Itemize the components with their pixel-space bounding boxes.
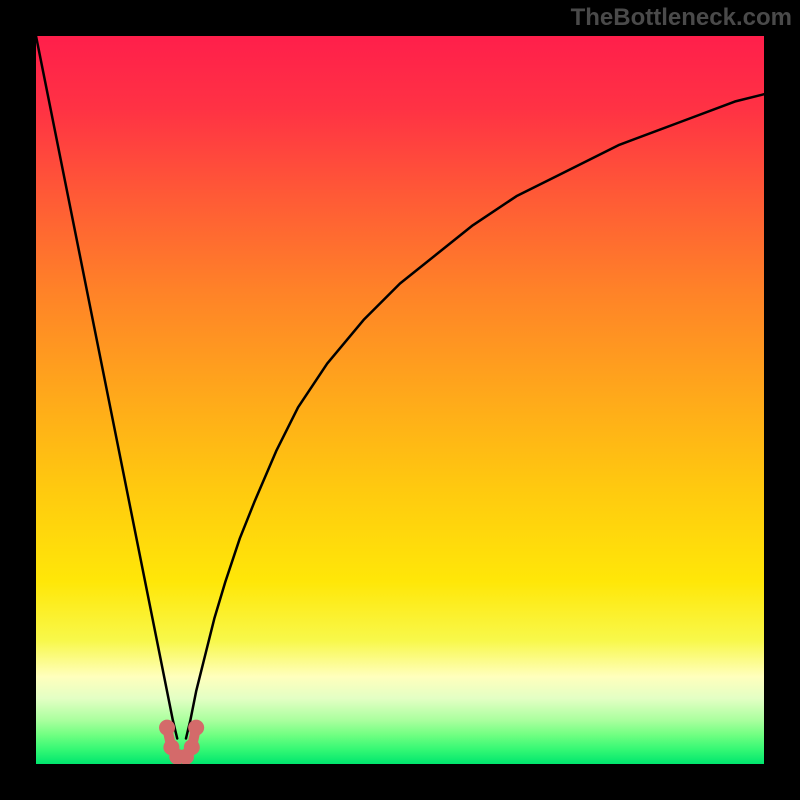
plot-background — [36, 36, 764, 764]
page-root: TheBottleneck.com — [0, 0, 800, 800]
marker-dot — [184, 739, 200, 755]
plot-svg — [36, 36, 764, 764]
marker-dot — [188, 720, 204, 736]
plot-outer-frame — [0, 0, 800, 800]
marker-dot — [159, 720, 175, 736]
plot-area — [36, 36, 764, 764]
